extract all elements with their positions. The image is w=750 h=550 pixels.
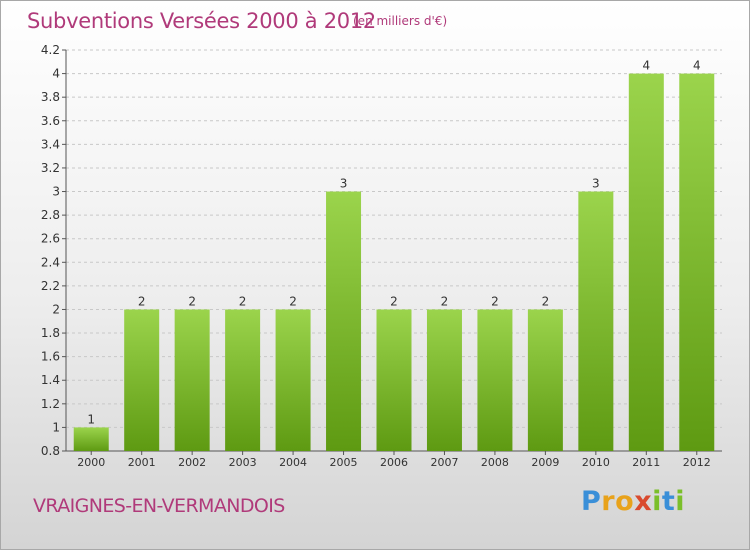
bar-2012 xyxy=(679,73,715,452)
logo-letter: i xyxy=(675,486,686,517)
bar-2011 xyxy=(628,73,664,452)
data-label-2006: 2 xyxy=(390,294,398,308)
y-tick-label: 3.8 xyxy=(41,90,60,104)
data-label-2005: 3 xyxy=(340,177,348,191)
x-tick-label-2007: 2007 xyxy=(430,456,458,469)
logo-letter: x xyxy=(634,486,653,517)
chart-title: Subventions Versées 2000 à 2012 xyxy=(27,9,376,33)
logo-letter: r xyxy=(601,486,616,517)
logo-letter: P xyxy=(581,486,602,517)
y-tick-label: 1.6 xyxy=(41,350,60,364)
bar-2003 xyxy=(225,309,261,451)
x-tick-labels: 2000 2001 2002 2003 2004 2005 2006 2007 2008 2009… xyxy=(77,456,711,469)
y-tick-label: 2.8 xyxy=(41,208,60,222)
y-tick-labels: 0.8 1 1.2 1.4 1.6 1.8 2 2.2 2.4 2.6 2.8 3 3.2 3.4 3.6 3… xyxy=(41,43,60,458)
data-label-2008: 2 xyxy=(491,294,499,308)
data-labels: 1 2 2 2 2 3 2 2 2 2 3 4 4 xyxy=(87,59,700,427)
bars xyxy=(73,73,715,452)
y-tick-label: 2 xyxy=(52,302,60,316)
y-tick-label: 1.4 xyxy=(41,373,60,387)
bar-2009 xyxy=(527,309,563,451)
x-tick-label-2012: 2012 xyxy=(683,456,711,469)
y-tick-label: 1.2 xyxy=(41,397,60,411)
bar-2002 xyxy=(174,309,210,451)
data-label-2001: 2 xyxy=(138,294,146,308)
data-label-2002: 2 xyxy=(188,294,196,308)
bar-2000 xyxy=(73,427,109,451)
x-tick-label-2003: 2003 xyxy=(229,456,257,469)
logo-letter: t xyxy=(661,486,676,517)
y-tick-label: 3.2 xyxy=(41,161,60,175)
y-tick-label: 1.8 xyxy=(41,326,60,340)
data-label-2007: 2 xyxy=(441,294,449,308)
data-label-2010: 3 xyxy=(592,177,600,191)
x-tick-label-2008: 2008 xyxy=(481,456,509,469)
y-tick-label: 2.6 xyxy=(41,232,60,246)
unit-note: (en milliers d'€) xyxy=(353,14,448,28)
bar-2010 xyxy=(578,191,614,451)
x-tick-label-2010: 2010 xyxy=(582,456,610,469)
data-label-2003: 2 xyxy=(239,294,247,308)
data-label-2004: 2 xyxy=(289,294,297,308)
x-tick-label-2001: 2001 xyxy=(128,456,156,469)
data-label-2011: 4 xyxy=(642,59,650,73)
y-tick-label: 2.2 xyxy=(41,279,60,293)
logo-letter: o xyxy=(615,486,635,517)
y-tick-label: 3 xyxy=(52,185,60,199)
x-tick-label-2011: 2011 xyxy=(632,456,660,469)
x-tick-label-2009: 2009 xyxy=(531,456,559,469)
y-tick-label: 0.8 xyxy=(41,444,60,458)
bar-2007 xyxy=(426,309,462,451)
proxiti-logo[interactable]: Proxiti xyxy=(581,486,685,517)
bar-chart: 0.8 1 1.2 1.4 1.6 1.8 2 2.2 2.4 2.6 2.8 3 3.2 3.4 3.6 3… xyxy=(41,43,722,469)
x-tick-label-2000: 2000 xyxy=(77,456,105,469)
bar-2006 xyxy=(376,309,412,451)
y-tick-label: 3.6 xyxy=(41,114,60,128)
y-tick-label: 4 xyxy=(52,67,60,81)
logo-letter: i xyxy=(652,486,662,517)
x-tick-label-2005: 2005 xyxy=(330,456,358,469)
bar-2005 xyxy=(326,191,362,451)
place-name: VRAIGNES-EN-VERMANDOIS xyxy=(33,495,285,517)
x-tick-label-2002: 2002 xyxy=(178,456,206,469)
bar-2008 xyxy=(477,309,513,451)
x-tick-label-2004: 2004 xyxy=(279,456,307,469)
y-tick-label: 2.4 xyxy=(41,255,60,269)
data-label-2009: 2 xyxy=(542,294,550,308)
data-label-2012: 4 xyxy=(693,59,701,73)
y-tick-label: 3.4 xyxy=(41,137,60,151)
x-tick-label-2006: 2006 xyxy=(380,456,408,469)
y-tick-label: 1 xyxy=(52,420,60,434)
bar-2004 xyxy=(275,309,311,451)
bar-2001 xyxy=(124,309,160,451)
y-tick-label: 4.2 xyxy=(41,43,60,57)
data-label-2000: 1 xyxy=(87,412,95,426)
